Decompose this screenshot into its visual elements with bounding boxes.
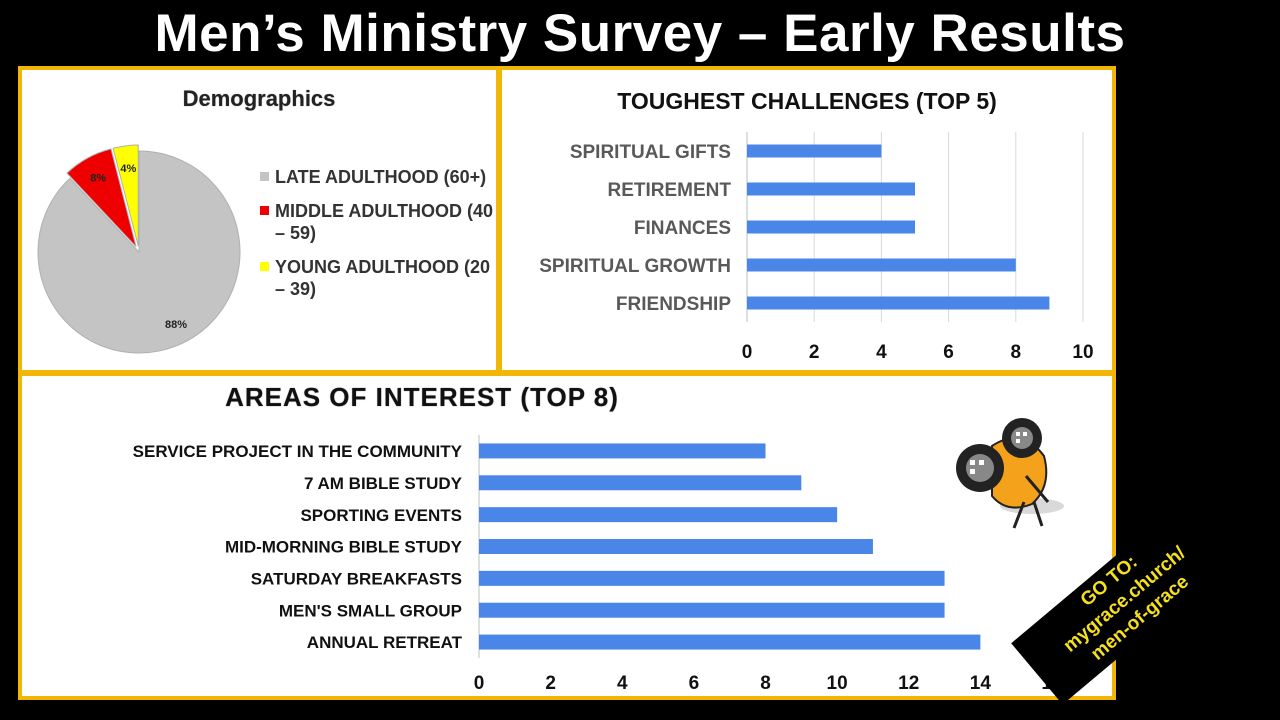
pie-slice bbox=[37, 150, 241, 354]
tick-label: 2 bbox=[809, 342, 820, 363]
bar bbox=[479, 634, 981, 650]
demographics-legend: LATE ADULTHOOD (60+) MIDDLE ADULTHOOD (4… bbox=[260, 166, 500, 312]
areas-title: AREAS OF INTEREST (TOP 8) bbox=[225, 382, 619, 412]
category-label: SERVICE PROJECT IN THE COMMUNITY bbox=[133, 442, 463, 461]
tick-label: 12 bbox=[898, 673, 919, 694]
tick-label: 6 bbox=[943, 342, 954, 363]
bar bbox=[479, 507, 838, 523]
legend-item-late-adulthood: LATE ADULTHOOD (60+) bbox=[260, 166, 500, 188]
legend-label: LATE ADULTHOOD (60+) bbox=[275, 167, 487, 187]
bar bbox=[479, 539, 873, 554]
tick-label: 6 bbox=[689, 673, 700, 694]
legend-item-young-adulthood: YOUNG ADULTHOOD (20 – 39) bbox=[260, 256, 500, 300]
tick-label: 8 bbox=[1011, 342, 1022, 363]
bar bbox=[747, 296, 1050, 310]
challenges-bar-chart: SPIRITUAL GIFTS RETIREMENT FINANCES SPIRITU… bbox=[539, 132, 1094, 363]
legend-item-middle-adulthood: MIDDLE ADULTHOOD (40 – 59) bbox=[260, 200, 500, 244]
pie-slice bbox=[66, 148, 137, 248]
areas-bar-chart: SERVICE PROJECT IN THE COMMUNITY 7 AM BIB… bbox=[133, 418, 1064, 694]
pie-data-label: 8% bbox=[90, 173, 106, 185]
category-label: FRIENDSHIP bbox=[616, 294, 731, 315]
areas-panel: SERVICE PROJECT IN THE COMMUNITY 7 AM BIB… bbox=[18, 372, 1116, 700]
tick-label: 0 bbox=[742, 342, 753, 363]
bar bbox=[747, 220, 915, 234]
page-title: Men’s Ministry Survey – Early Results bbox=[154, 4, 1126, 63]
tick-label: 0 bbox=[474, 673, 485, 694]
category-label: MID-MORNING BIBLE STUDY bbox=[225, 538, 463, 557]
bar bbox=[479, 570, 945, 586]
bar bbox=[747, 182, 915, 196]
category-label: SPIRITUAL GIFTS bbox=[570, 142, 731, 163]
tick-label: 4 bbox=[617, 673, 628, 694]
category-label: 7 AM BIBLE STUDY bbox=[304, 474, 463, 493]
tick-label: 2 bbox=[545, 673, 556, 694]
tick-label: 10 bbox=[1072, 342, 1093, 363]
bar bbox=[479, 602, 945, 618]
legend-label: MIDDLE ADULTHOOD (40 – 59) bbox=[275, 201, 493, 243]
tick-label: 8 bbox=[760, 673, 771, 694]
category-label: RETIREMENT bbox=[608, 180, 732, 201]
category-label: ANNUAL RETREAT bbox=[307, 633, 463, 652]
category-label: MEN'S SMALL GROUP bbox=[279, 601, 462, 620]
category-label: SATURDAY BREAKFASTS bbox=[251, 569, 462, 588]
pie-data-label: 88% bbox=[165, 319, 187, 331]
bar bbox=[479, 443, 766, 459]
binoculars-mascot-icon bbox=[956, 418, 1064, 529]
bar bbox=[747, 144, 882, 158]
tick-label: 10 bbox=[827, 673, 848, 694]
bar bbox=[747, 258, 1016, 272]
demographics-pie-chart: 8% 4% 88% bbox=[37, 144, 241, 354]
legend-swatch-yellow bbox=[260, 262, 269, 271]
pie-data-label: 4% bbox=[120, 163, 136, 175]
legend-label: YOUNG ADULTHOOD (20 – 39) bbox=[275, 257, 491, 299]
challenges-title: TOUGHEST CHALLENGES (TOP 5) bbox=[617, 88, 997, 114]
bar bbox=[479, 475, 802, 491]
tick-label: 14 bbox=[970, 673, 992, 694]
pie-slice bbox=[112, 144, 139, 247]
legend-swatch-gray bbox=[260, 172, 269, 181]
category-label: FINANCES bbox=[634, 218, 731, 239]
demographics-title: Demographics bbox=[182, 86, 336, 111]
legend-swatch-red bbox=[260, 206, 269, 215]
category-label: SPORTING EVENTS bbox=[300, 506, 462, 525]
challenges-panel: SPIRITUAL GIFTS RETIREMENT FINANCES SPIRITU… bbox=[498, 66, 1116, 374]
tick-label: 4 bbox=[876, 342, 887, 363]
category-label: SPIRITUAL GROWTH bbox=[539, 256, 731, 277]
demographics-panel: 8% 4% 88% Demographics LATE ADULTHOOD (60+… bbox=[18, 66, 500, 374]
